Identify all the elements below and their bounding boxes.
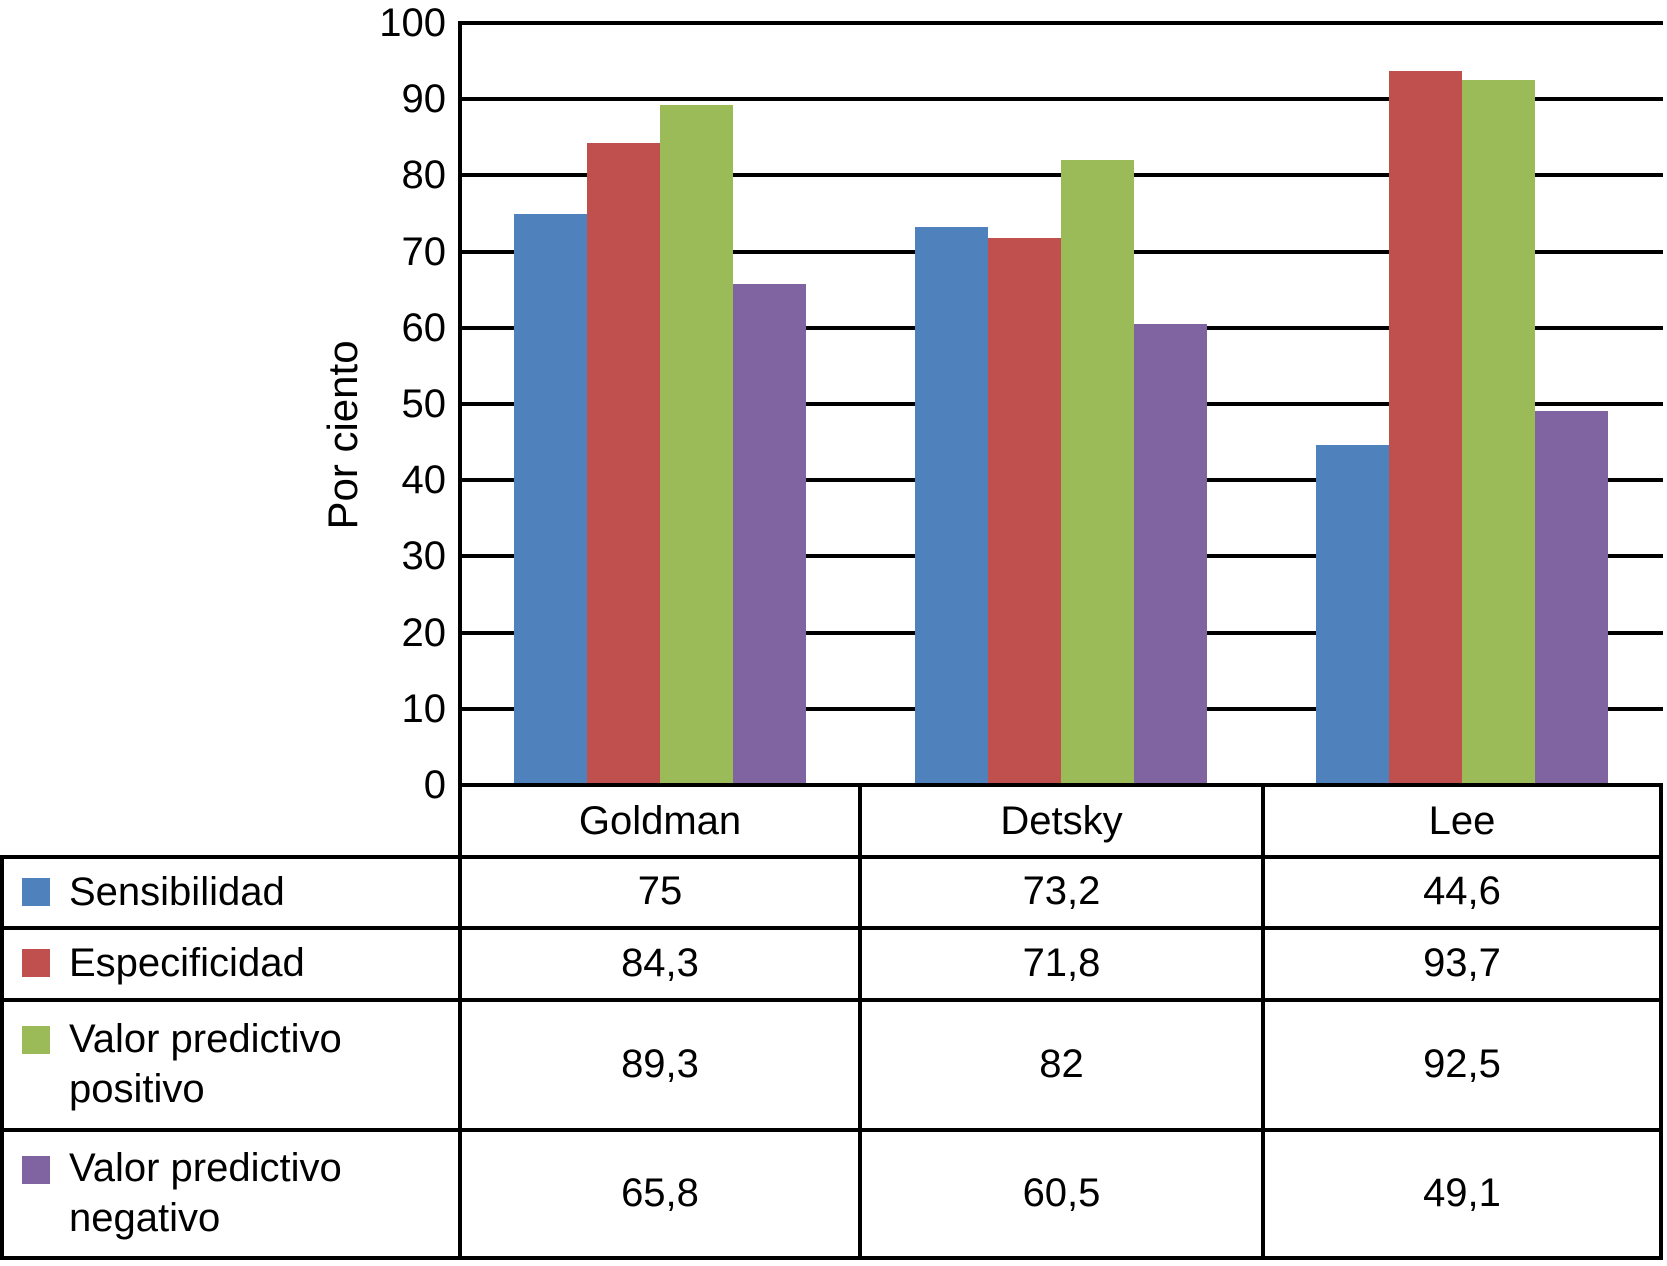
y-tick-label: 20	[401, 610, 447, 655]
y-tick-label: 30	[401, 534, 447, 579]
y-tick-label: 80	[401, 153, 447, 198]
bar-valor-predictivo-negativo-detsky	[1134, 323, 1207, 785]
table-border	[1659, 783, 1663, 1260]
y-tick-label: 70	[401, 229, 447, 274]
value-cell: 84,3	[621, 940, 699, 985]
bar-valor-predictivo-positivo-detsky	[1061, 160, 1134, 785]
legend-label: Valor predictivo negativo	[69, 1146, 342, 1240]
value-cell: 44,6	[1423, 869, 1501, 913]
value-cell: 65,8	[621, 1170, 699, 1215]
bar-valor-predictivo-negativo-goldman	[733, 283, 806, 785]
value-cell: 89,3	[621, 1041, 699, 1086]
column-header-detsky: Detsky	[1000, 798, 1123, 843]
x-axis-line	[458, 783, 1663, 787]
y-tick-label: 0	[423, 763, 446, 807]
value-cell: 75	[637, 869, 683, 913]
bar-especificidad-detsky	[988, 237, 1061, 785]
legend-cell-valor-predictivo-negativo: Valor predictivo negativo	[4, 1130, 458, 1256]
gridline	[462, 97, 1663, 102]
table-border	[0, 1128, 1663, 1132]
legend-cell-valor-predictivo-positivo: Valor predictivo positivo	[4, 1000, 458, 1128]
value-cell: 49,1	[1423, 1170, 1501, 1215]
bar-valor-predictivo-positivo-lee	[1462, 80, 1535, 785]
value-cell: 73,2	[1022, 869, 1101, 913]
bar-especificidad-lee	[1389, 71, 1462, 785]
column-header-goldman: Goldman	[578, 798, 742, 843]
legend-cell-especificidad: Especificidad	[4, 928, 458, 998]
table-border	[0, 1256, 1663, 1260]
value-cell: 93,7	[1423, 940, 1501, 985]
value-cell: 82	[1039, 1041, 1084, 1086]
y-tick-label: 10	[401, 686, 447, 731]
legend-swatch-sensibilidad-icon	[22, 877, 50, 906]
bar-especificidad-goldman	[587, 142, 660, 785]
table-border	[858, 783, 862, 1260]
legend-label: Sensibilidad	[69, 869, 285, 914]
value-cell: 71,8	[1022, 940, 1101, 985]
table-border	[0, 855, 1663, 859]
value-cell: 92,5	[1423, 1041, 1501, 1086]
table-border	[1261, 783, 1265, 1260]
table-border	[0, 855, 4, 1260]
y-tick-label: 40	[401, 458, 447, 503]
y-tick-label: 60	[401, 305, 447, 350]
legend-cell-sensibilidad: Sensibilidad	[4, 857, 458, 926]
legend-label: Especificidad	[69, 941, 305, 985]
bar-valor-predictivo-positivo-goldman	[660, 104, 733, 785]
legend-label: Valor predictivo positivo	[69, 1017, 342, 1111]
legend-swatch-especificidad-icon	[22, 949, 50, 977]
bar-valor-predictivo-negativo-lee	[1535, 410, 1608, 785]
bar-sensibilidad-detsky	[915, 227, 988, 785]
y-tick-label: 100	[379, 1, 446, 45]
bar-sensibilidad-goldman	[514, 213, 587, 785]
table-border	[0, 926, 1663, 930]
y-tick-label: 90	[401, 77, 447, 122]
table-border	[0, 998, 1663, 1002]
legend-swatch-valor-predictivo-negativo-icon	[22, 1156, 50, 1184]
gridline	[462, 21, 1663, 25]
y-axis-line	[458, 21, 462, 1260]
legend-swatch-valor-predictivo-positivo-icon	[22, 1026, 50, 1054]
bar-sensibilidad-lee	[1316, 445, 1389, 785]
y-tick-label: 50	[401, 382, 447, 426]
value-cell: 60,5	[1022, 1170, 1101, 1215]
column-header-lee: Lee	[1428, 798, 1496, 843]
